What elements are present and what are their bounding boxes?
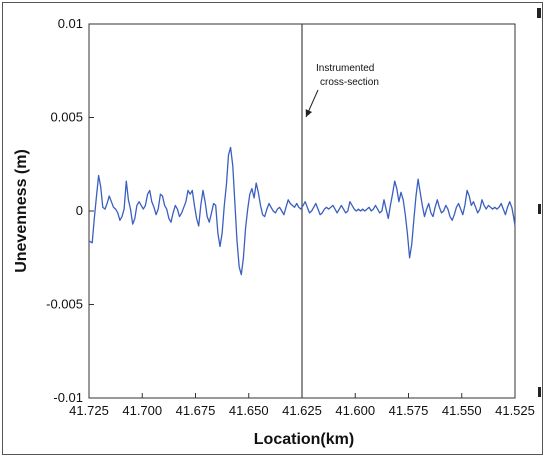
x-tick-label: 41.575 <box>389 403 429 418</box>
annotation-text-line-1: Instrumented <box>316 63 374 74</box>
x-tick-label: 41.675 <box>176 403 216 418</box>
x-tick-label: 41.550 <box>442 403 482 418</box>
x-tick-label: 41.625 <box>282 403 322 418</box>
y-axis-title: Unevenness (m) <box>13 149 30 273</box>
unevenness-series-line <box>88 146 516 276</box>
y-tick-label: 0.01 <box>58 16 83 31</box>
figure-frame <box>2 2 543 455</box>
frame-edge-mark-top <box>537 8 541 18</box>
x-tick-label: 41.600 <box>335 403 375 418</box>
y-axis: 0.01 0.005 0 -0.005 -0.01 <box>46 16 94 405</box>
y-tick-label: -0.01 <box>53 390 83 405</box>
y-tick-label: -0.005 <box>46 297 83 312</box>
x-axis: 41.725 41.700 41.675 41.650 41.625 41.600 41.5… <box>69 393 535 418</box>
x-tick-label: 41.725 <box>69 403 109 418</box>
y-tick-label: 0.005 <box>50 110 83 125</box>
x-axis-title: Location(km) <box>254 431 354 448</box>
x-tick-label: 41.700 <box>122 403 162 418</box>
annotation-arrowhead <box>305 109 313 117</box>
frame-edge-mark-bottom <box>538 387 541 397</box>
x-tick-label: 41.650 <box>229 403 269 418</box>
frame-edge-mark-middle <box>538 204 541 214</box>
y-tick-label: 0 <box>76 203 83 218</box>
annotation-text-line-2: cross-section <box>320 77 379 88</box>
x-tick-label: 41.525 <box>495 403 535 418</box>
